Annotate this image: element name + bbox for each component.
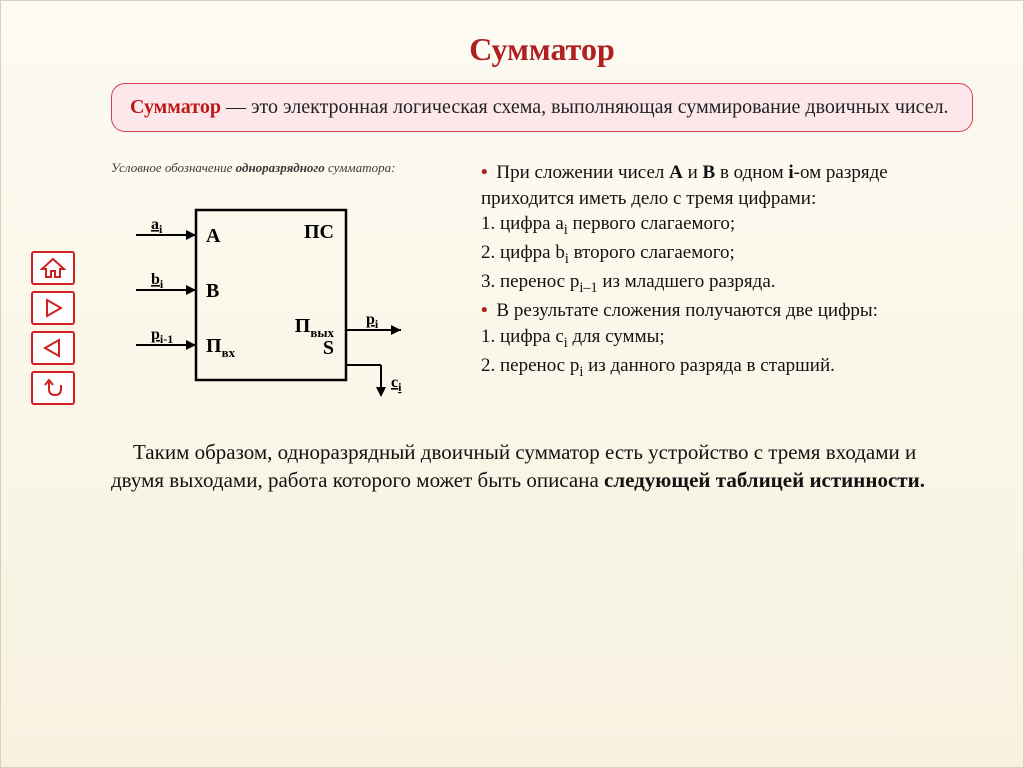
line-3: 3. перенос pi–1 из младшего разряда. — [481, 269, 973, 298]
conclusion: Таким образом, одноразрядный двоичный су… — [111, 438, 973, 495]
diagram-caption: Условное обозначение одноразрядного сумм… — [111, 160, 461, 176]
line-5: 2. перенос pi из данного разряда в старш… — [481, 353, 973, 382]
nav-panel — [31, 251, 75, 405]
definition-box: Сумматор — это электронная логическая сх… — [111, 83, 973, 132]
diagram: ПСaiAbiBpi-1ПвхПвыхSpici — [111, 190, 451, 410]
content-row: Условное обозначение одноразрядного сумм… — [111, 160, 973, 410]
home-button[interactable] — [31, 251, 75, 285]
svg-text:ai: ai — [151, 216, 163, 236]
bullet-2: • В результате сложения получаются две ц… — [481, 298, 973, 324]
return-icon — [40, 377, 66, 399]
svg-text:A: A — [206, 225, 221, 247]
definition-text: — это электронная логическая схема, выпо… — [221, 96, 949, 118]
svg-text:ci: ci — [391, 374, 402, 394]
svg-text:S: S — [323, 337, 334, 359]
svg-text:B: B — [206, 280, 219, 302]
page-title: Сумматор — [111, 31, 973, 68]
left-column: Условное обозначение одноразрядного сумм… — [111, 160, 461, 410]
home-icon — [40, 257, 66, 279]
return-button[interactable] — [31, 371, 75, 405]
svg-text:pi-1: pi-1 — [151, 326, 173, 346]
description: • При сложении чисел A и B в одном i-ом … — [481, 160, 973, 382]
svg-text:bi: bi — [151, 271, 164, 291]
line-4: 1. цифра ci для суммы; — [481, 324, 973, 353]
play-icon — [40, 297, 66, 319]
prev-button[interactable] — [31, 331, 75, 365]
line-2: 2. цифра bi второго слагаемого; — [481, 240, 973, 269]
svg-text:ПС: ПС — [304, 221, 334, 243]
line-1: 1. цифра ai первого слагаемого; — [481, 211, 973, 240]
definition-term: Сумматор — [130, 96, 221, 118]
slide: Сумматор Сумматор — это электронная логи… — [0, 0, 1024, 768]
next-button[interactable] — [31, 291, 75, 325]
svg-text:Пвх: Пвх — [206, 335, 236, 360]
play-back-icon — [40, 337, 66, 359]
bullet-1: • При сложении чисел A и B в одном i-ом … — [481, 160, 973, 211]
svg-text:pi: pi — [366, 311, 379, 331]
